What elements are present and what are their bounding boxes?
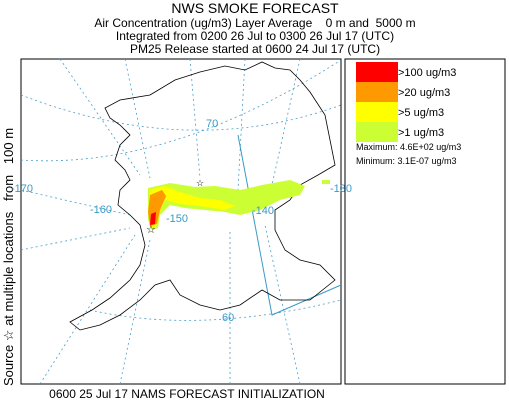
- meridian: [59, 58, 301, 191]
- source-star: ☆: [146, 224, 156, 236]
- legend: >100 ug/m3 >20 ug/m3 >5 ug/m3 >1 ug/m3: [356, 62, 456, 142]
- plume-5: [148, 186, 235, 228]
- legend-label: >1 ug/m3: [398, 127, 444, 139]
- grid-label: 70: [206, 118, 218, 130]
- grid-label: -170: [11, 183, 33, 195]
- parallel: [20, 94, 342, 131]
- grid-label: -130: [330, 183, 352, 195]
- coastline: [69, 61, 336, 331]
- maximum: Maximum: 4.6E+02 ug/m3: [356, 142, 461, 152]
- legend-swatch: [356, 102, 398, 122]
- meridian: [20, 189, 301, 385]
- source-star: ☆: [196, 178, 204, 188]
- legend-swatch: [356, 62, 398, 82]
- plume-patch: [322, 180, 330, 184]
- parallel: [89, 299, 342, 321]
- map-frame: [20, 58, 342, 385]
- subtitle: Integrated from 0200 26 Jul to 0300 26 J…: [116, 29, 394, 43]
- plume-100: [150, 212, 156, 225]
- legend-swatch: [356, 82, 398, 102]
- footer: 0600 25 Jul 17 NAMS FORECAST INITIALIZAT…: [49, 387, 325, 401]
- map: ☆ ☆ 70 -170 -160 -150 -140 -130 60: [11, 58, 352, 385]
- title: NWS SMOKE FORECAST: [171, 0, 339, 16]
- legend-frame: [344, 58, 506, 385]
- subtitle: PM25 Release started at 0600 24 Jul 17 (…: [130, 42, 380, 56]
- legend-label: >20 ug/m3: [398, 87, 450, 99]
- subtitle: Air Concentration (ug/m3) Layer Average …: [94, 16, 415, 30]
- legend-swatch: [356, 122, 398, 142]
- minimum: Minimum: 3.1E-07 ug/m3: [356, 156, 457, 166]
- legend-label: >100 ug/m3: [398, 67, 456, 79]
- grid-label: -150: [166, 213, 188, 225]
- side-label: Source ☆ at multiple locations from 100 …: [1, 128, 16, 386]
- legend-label: >5 ug/m3: [398, 107, 444, 119]
- grid-label: -140: [252, 205, 274, 217]
- grid-label: -160: [90, 204, 112, 216]
- grid-label: 60: [222, 312, 234, 324]
- parallel: [20, 59, 342, 162]
